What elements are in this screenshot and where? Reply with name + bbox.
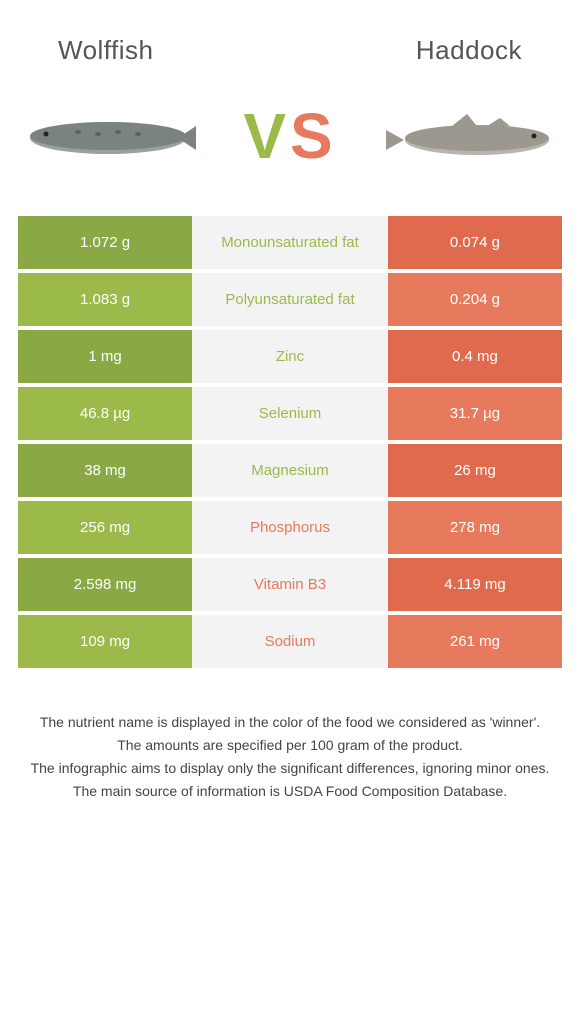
nutrient-label: Monounsaturated fat bbox=[192, 216, 388, 271]
table-row: 46.8 µgSelenium31.7 µg bbox=[18, 385, 562, 442]
nutrient-label: Vitamin B3 bbox=[192, 556, 388, 613]
left-value: 38 mg bbox=[18, 442, 192, 499]
footer-line: The amounts are specified per 100 gram o… bbox=[28, 735, 552, 756]
left-value: 1.083 g bbox=[18, 271, 192, 328]
right-value: 261 mg bbox=[388, 613, 562, 670]
right-value: 31.7 µg bbox=[388, 385, 562, 442]
right-value: 278 mg bbox=[388, 499, 562, 556]
left-value: 2.598 mg bbox=[18, 556, 192, 613]
right-value: 0.4 mg bbox=[388, 328, 562, 385]
right-value: 4.119 mg bbox=[388, 556, 562, 613]
wolffish-icon bbox=[18, 96, 198, 176]
left-food-name: Wolffish bbox=[58, 35, 154, 66]
vs-label: VS bbox=[243, 99, 336, 173]
table-row: 1.083 gPolyunsaturated fat0.204 g bbox=[18, 271, 562, 328]
footer-notes: The nutrient name is displayed in the co… bbox=[18, 712, 562, 802]
table-row: 256 mgPhosphorus278 mg bbox=[18, 499, 562, 556]
nutrient-label: Selenium bbox=[192, 385, 388, 442]
footer-line: The nutrient name is displayed in the co… bbox=[28, 712, 552, 733]
table-row: 38 mgMagnesium26 mg bbox=[18, 442, 562, 499]
right-value: 0.204 g bbox=[388, 271, 562, 328]
right-value: 0.074 g bbox=[388, 216, 562, 271]
versus-row: VS bbox=[18, 86, 562, 216]
header: Wolffish Haddock bbox=[18, 20, 562, 86]
vs-v: V bbox=[243, 100, 290, 172]
table-row: 2.598 mgVitamin B34.119 mg bbox=[18, 556, 562, 613]
table-row: 109 mgSodium261 mg bbox=[18, 613, 562, 670]
nutrient-label: Phosphorus bbox=[192, 499, 388, 556]
table-row: 1.072 gMonounsaturated fat0.074 g bbox=[18, 216, 562, 271]
left-value: 256 mg bbox=[18, 499, 192, 556]
nutrient-label: Polyunsaturated fat bbox=[192, 271, 388, 328]
right-value: 26 mg bbox=[388, 442, 562, 499]
haddock-icon bbox=[382, 96, 562, 176]
nutrient-table: 1.072 gMonounsaturated fat0.074 g1.083 g… bbox=[18, 216, 562, 672]
left-value: 1.072 g bbox=[18, 216, 192, 271]
left-value: 46.8 µg bbox=[18, 385, 192, 442]
footer-line: The infographic aims to display only the… bbox=[28, 758, 552, 779]
footer-line: The main source of information is USDA F… bbox=[28, 781, 552, 802]
table-row: 1 mgZinc0.4 mg bbox=[18, 328, 562, 385]
nutrient-label: Sodium bbox=[192, 613, 388, 670]
right-food-name: Haddock bbox=[416, 35, 522, 66]
nutrient-label: Magnesium bbox=[192, 442, 388, 499]
left-value: 109 mg bbox=[18, 613, 192, 670]
nutrient-label: Zinc bbox=[192, 328, 388, 385]
vs-s: S bbox=[290, 100, 337, 172]
left-value: 1 mg bbox=[18, 328, 192, 385]
